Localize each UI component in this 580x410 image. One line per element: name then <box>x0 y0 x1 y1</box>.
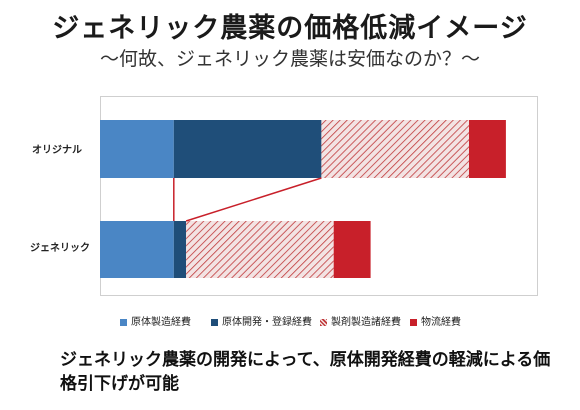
legend-item-raw-manufacturing: 原体製造経費 <box>120 313 191 328</box>
legend-label: 原体開発・登録経費 <box>222 317 312 328</box>
conclusion-text: ジェネリック農薬の開発によって、原体開発経費の軽減による価格引下げが可能 <box>60 350 551 394</box>
connector-line-dev-end <box>185 177 322 222</box>
category-label-original: オリジナル <box>32 145 82 156</box>
bar-segment-original-2 <box>321 120 469 178</box>
bar-segment-generic-3 <box>333 221 371 278</box>
bar-segment-original-3 <box>469 120 506 178</box>
bar-segment-original-0 <box>100 120 174 178</box>
bar-segment-generic-1 <box>173 221 187 278</box>
legend-label: 物流経費 <box>421 317 461 328</box>
bar-segment-original-1 <box>173 120 322 178</box>
page-subtitle: ～何故、ジェネリック農薬は安価なのか？～ <box>99 48 480 70</box>
category-label-generic: ジェネリック <box>30 243 90 254</box>
bar-segment-generic-2 <box>186 221 334 278</box>
page-title: ジェネリック農薬の価格低減イメージ <box>52 13 528 44</box>
chart-frame <box>100 96 538 296</box>
legend-label: 製剤製造諸経費 <box>331 317 401 328</box>
legend-item-logistics: 物流経費 <box>410 313 461 328</box>
legend-label: 原体製造経費 <box>131 317 191 328</box>
legend-item-formulation: 製剤製造諸経費 <box>320 313 401 328</box>
legend-item-development-registration: 原体開発・登録経費 <box>211 313 312 328</box>
bar-segment-generic-0 <box>100 221 174 278</box>
legend-swatch <box>211 318 218 326</box>
legend-swatch <box>120 318 127 326</box>
legend-swatch <box>320 318 327 326</box>
legend-swatch <box>410 318 417 326</box>
